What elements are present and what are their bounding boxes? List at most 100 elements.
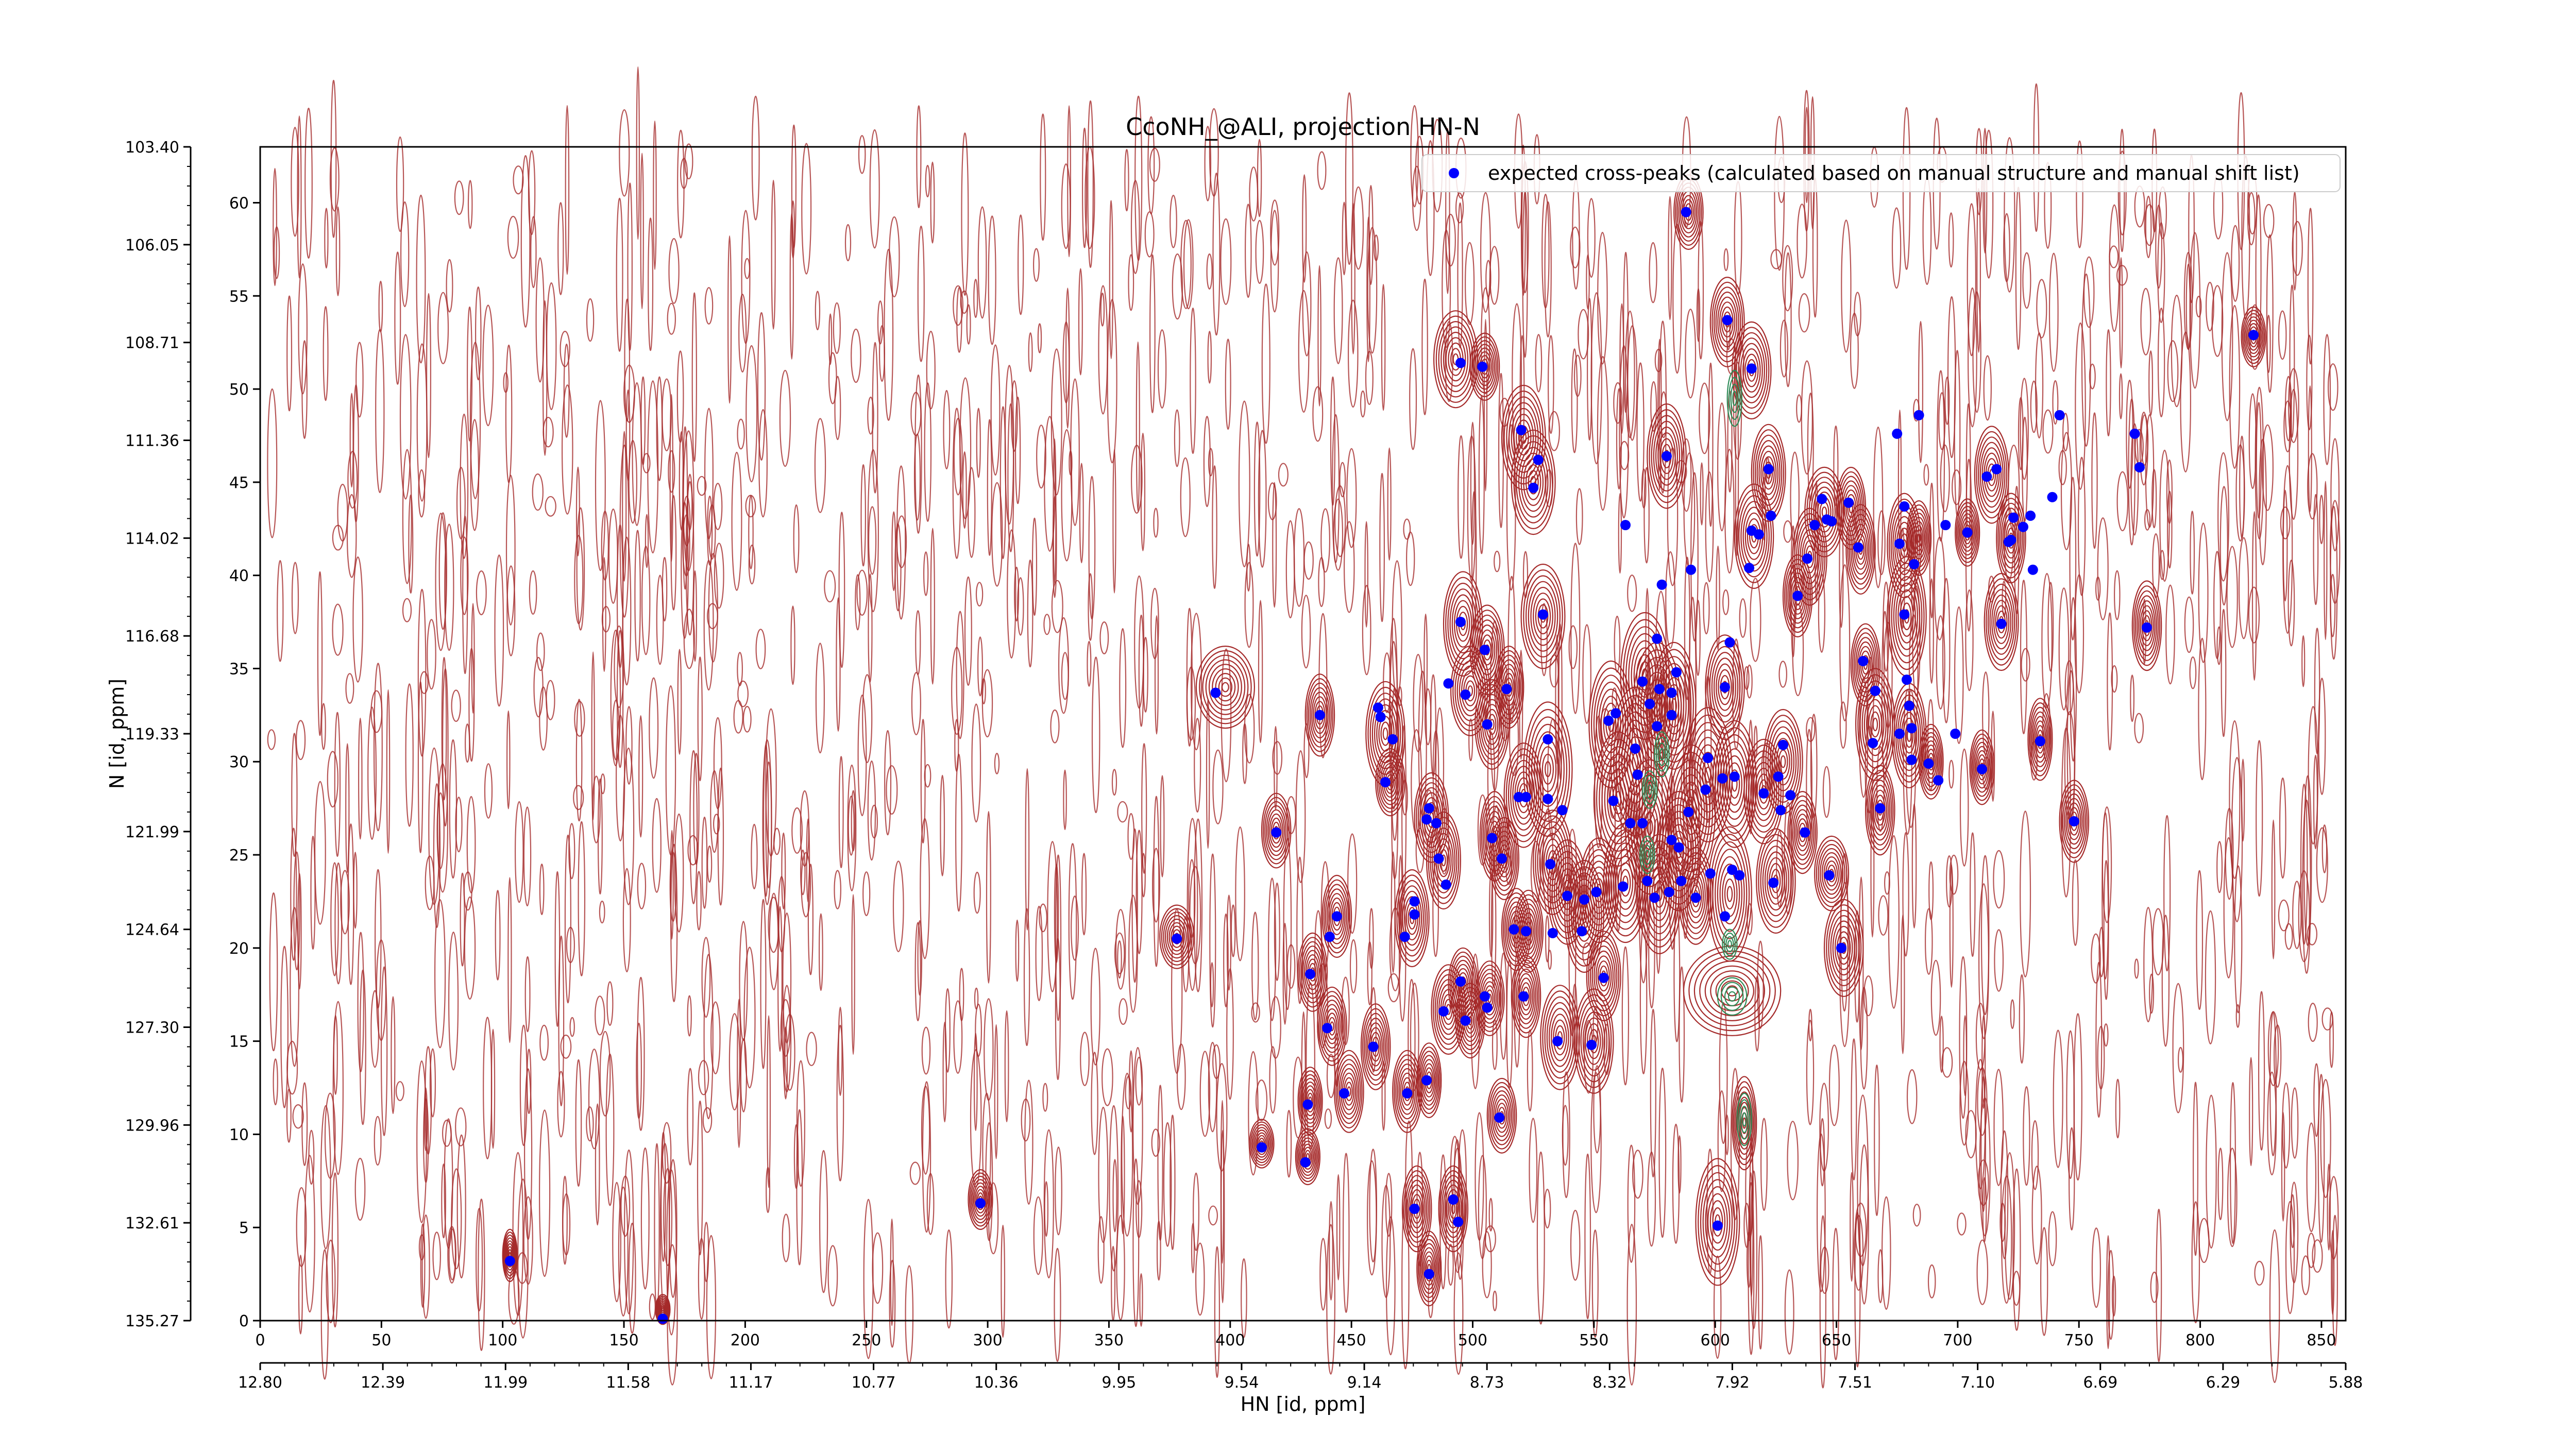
- peak-contour-cluster: [1726, 369, 1742, 427]
- cross-peak-marker: [1836, 942, 1846, 953]
- noise-contour: [1090, 948, 1100, 1066]
- peak-contour: [1654, 649, 1694, 763]
- noise-contour: [2130, 674, 2135, 722]
- noise-contour: [507, 215, 519, 259]
- noise-contour: [1318, 613, 1328, 758]
- noise-contour: [1591, 1229, 1599, 1338]
- peak-contour: [1895, 582, 1919, 650]
- peak-contour: [1378, 755, 1402, 809]
- noise-contour: [1806, 1020, 1815, 1125]
- peak-contour: [1973, 741, 1991, 793]
- peak-contour: [1218, 677, 1233, 697]
- peak-contour: [1742, 348, 1761, 393]
- cross-peak-marker: [1257, 1142, 1267, 1153]
- noise-contour: [320, 1249, 329, 1380]
- peak-contour: [1300, 1074, 1320, 1127]
- noise-contour: [1798, 293, 1810, 333]
- noise-contour: [2062, 413, 2069, 451]
- noise-contour: [2234, 865, 2243, 1014]
- cross-peak-marker: [1421, 1075, 1432, 1086]
- peak-contour: [2246, 319, 2261, 355]
- peak-contour: [1511, 955, 1541, 1038]
- noise-contour: [2072, 859, 2079, 946]
- noise-contour: [917, 225, 925, 362]
- noise-contour: [1339, 462, 1346, 498]
- peak-contour: [1922, 736, 1940, 787]
- noise-contour: [1699, 382, 1710, 454]
- noise-contour: [575, 699, 583, 822]
- noise-contour: [1238, 400, 1250, 567]
- noise-contour: [2291, 1087, 2299, 1159]
- noise-contour: [1242, 723, 1248, 784]
- peak-contour: [1488, 1082, 1516, 1150]
- peak-contour: [1159, 904, 1195, 969]
- cross-peak-marker: [1409, 1204, 1420, 1214]
- noise-contour: [994, 752, 1000, 774]
- peak-contour: [1698, 1165, 1738, 1279]
- noise-contour: [1128, 1050, 1133, 1133]
- noise-contour: [380, 966, 388, 1136]
- noise-contour: [1226, 895, 1231, 991]
- noise-contour: [886, 765, 898, 815]
- noise-contour: [988, 1182, 999, 1255]
- noise-contour: [2198, 522, 2209, 663]
- cross-peak-marker: [1322, 1023, 1333, 1034]
- x-index-tick-label: 600: [1701, 1331, 1730, 1349]
- peak-contour: [1475, 960, 1505, 1036]
- noise-contour: [2283, 400, 2292, 452]
- noise-contour: [1010, 380, 1018, 452]
- peak-contour: [2140, 605, 2154, 647]
- noise-contour: [1107, 299, 1117, 464]
- peak-contour: [1594, 950, 1614, 1002]
- noise-contour: [1101, 1048, 1113, 1106]
- peak-contour: [2028, 702, 2052, 777]
- peak-contour: [1790, 577, 1805, 615]
- peak-contour: [1758, 445, 1779, 501]
- peak-contour: [1475, 344, 1495, 390]
- noise-contour: [1332, 414, 1340, 563]
- noise-contour: [1778, 661, 1787, 688]
- cross-peak-marker: [2025, 510, 2036, 521]
- cross-peak-marker: [1443, 678, 1454, 689]
- peak-contour: [1641, 840, 1654, 870]
- noise-contour: [1381, 283, 1386, 411]
- peak-contour: [1820, 848, 1844, 899]
- cross-peak-marker: [1676, 875, 1687, 886]
- noise-contour: [975, 582, 984, 606]
- noise-contour: [334, 712, 341, 857]
- noise-contour: [1703, 582, 1710, 635]
- peak-contour: [1717, 296, 1738, 348]
- noise-contour: [1082, 127, 1088, 248]
- noise-contour: [1782, 245, 1793, 312]
- peak-contour: [1709, 277, 1745, 367]
- peak-contour: [1523, 569, 1563, 664]
- noise-contour: [298, 1254, 303, 1335]
- cross-peak-marker: [657, 1313, 668, 1324]
- noise-contour: [467, 180, 473, 229]
- noise-contour: [848, 796, 855, 856]
- peak-contour: [1918, 723, 1944, 800]
- peak-contour: [1212, 668, 1239, 706]
- noise-contour: [2148, 350, 2154, 416]
- peak-contour: [1853, 632, 1878, 698]
- noise-contour: [324, 208, 329, 269]
- peak-contour: [1680, 781, 1703, 842]
- noise-contour: [347, 823, 354, 985]
- noise-contour: [1850, 312, 1859, 389]
- noise-contour: [991, 482, 1003, 587]
- noise-contour: [1131, 828, 1138, 983]
- noise-contour: [1468, 718, 1473, 762]
- noise-contour: [2134, 958, 2139, 979]
- noise-contour: [1285, 520, 1295, 619]
- cross-peak-marker: [1996, 618, 2007, 629]
- noise-contour: [838, 756, 844, 868]
- noise-contour: [1878, 895, 1889, 936]
- peak-contour: [1976, 750, 1988, 785]
- peak-contour: [1774, 738, 1792, 786]
- noise-contour: [539, 863, 545, 915]
- noise-contour: [858, 135, 866, 174]
- noise-contour: [745, 495, 756, 518]
- cross-peak-marker: [1703, 753, 1714, 763]
- noise-contour: [1021, 1099, 1031, 1142]
- noise-contour: [600, 773, 605, 795]
